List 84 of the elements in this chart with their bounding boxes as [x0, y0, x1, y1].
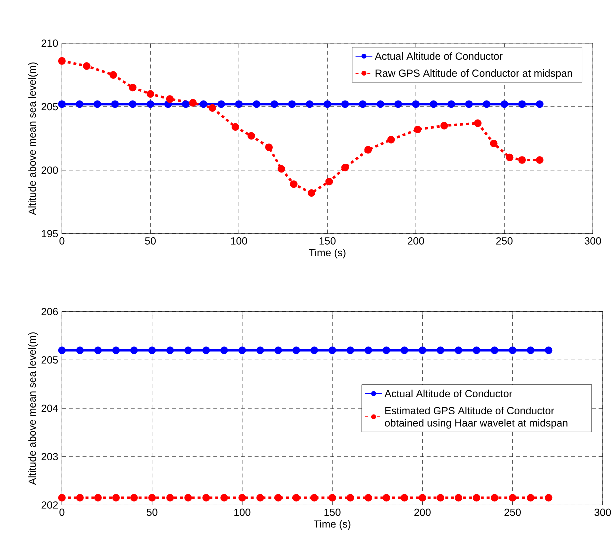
point [58, 100, 66, 108]
y-tick-label: 205 [42, 356, 58, 364]
x-tick-label: 150 [324, 509, 341, 516]
y-tick-label: 195 [42, 230, 58, 238]
x-tick-label: 150 [320, 238, 336, 246]
point [235, 100, 243, 108]
y-tick-label: 205 [42, 103, 58, 111]
y-axis-title: Altitude above mean sea level(m) [28, 332, 38, 486]
x-tick-label: 0 [60, 509, 65, 516]
x-tick-label: 0 [60, 238, 65, 246]
x-axis-title: Time (s) [309, 249, 346, 259]
point [414, 126, 422, 134]
point [111, 100, 120, 108]
point [518, 156, 526, 164]
x-tick-label: 100 [231, 238, 248, 246]
point [465, 100, 473, 108]
point [110, 72, 118, 80]
point [270, 100, 278, 108]
legend-label: Actual Altitude of Conductor [384, 390, 512, 398]
x-tick-label: 300 [584, 238, 602, 246]
point [306, 100, 314, 108]
point [364, 146, 372, 154]
point [164, 100, 172, 108]
x-tick-label: 100 [234, 509, 251, 516]
point [288, 100, 296, 108]
y-tick-label: 210 [42, 40, 58, 48]
point [412, 100, 420, 108]
x-tick-label: 200 [408, 238, 424, 246]
point [324, 100, 332, 108]
point [518, 100, 526, 108]
point [278, 166, 286, 174]
x-tick-label: 300 [594, 509, 612, 516]
point [218, 100, 226, 108]
point [208, 104, 216, 112]
point [129, 100, 137, 108]
point [490, 140, 498, 148]
point [200, 100, 208, 108]
point [146, 90, 154, 98]
legend-label: Actual Altitude of Conductor [375, 52, 503, 60]
point [448, 100, 456, 108]
y-tick-label: 202 [42, 502, 58, 510]
y-axis-title: Altitude above mean sea level(m) [28, 62, 38, 216]
y-tick-label: 206 [42, 308, 58, 316]
x-axis-title: Time (s) [314, 520, 351, 530]
point [189, 99, 197, 108]
point [94, 100, 102, 108]
point [440, 122, 448, 130]
point [232, 124, 240, 132]
point [500, 100, 508, 108]
point [166, 96, 174, 104]
point [248, 132, 256, 140]
legend-label: Estimated GPS Altitude of Conductor obtained using Haar wavelet at midspan [385, 407, 568, 430]
point [129, 84, 137, 92]
legend-label: Raw GPS Altitude of Conductor at midspan [376, 70, 572, 80]
point [326, 178, 334, 186]
x-tick-label: 50 [146, 509, 158, 516]
point [536, 100, 544, 108]
point [359, 100, 367, 108]
point [342, 100, 350, 108]
point [388, 136, 396, 144]
point [265, 144, 274, 152]
point [536, 156, 544, 164]
point [182, 100, 190, 108]
x-tick-label: 50 [145, 238, 156, 246]
point [506, 154, 514, 162]
point [474, 120, 482, 128]
point [146, 100, 154, 108]
point [83, 62, 91, 70]
y-tick-label: 204 [42, 405, 58, 412]
point [58, 58, 66, 66]
point [308, 190, 316, 198]
y-tick-label: 200 [42, 166, 58, 174]
point [253, 100, 261, 108]
point [430, 100, 438, 108]
x-tick-label: 250 [496, 238, 513, 246]
point [76, 100, 84, 108]
point [342, 164, 350, 172]
point [376, 100, 385, 108]
point [290, 180, 298, 188]
x-tick-label: 250 [504, 509, 522, 516]
x-tick-label: 200 [414, 509, 431, 516]
point [394, 100, 402, 108]
point [483, 100, 491, 108]
y-tick-label: 203 [42, 453, 58, 461]
